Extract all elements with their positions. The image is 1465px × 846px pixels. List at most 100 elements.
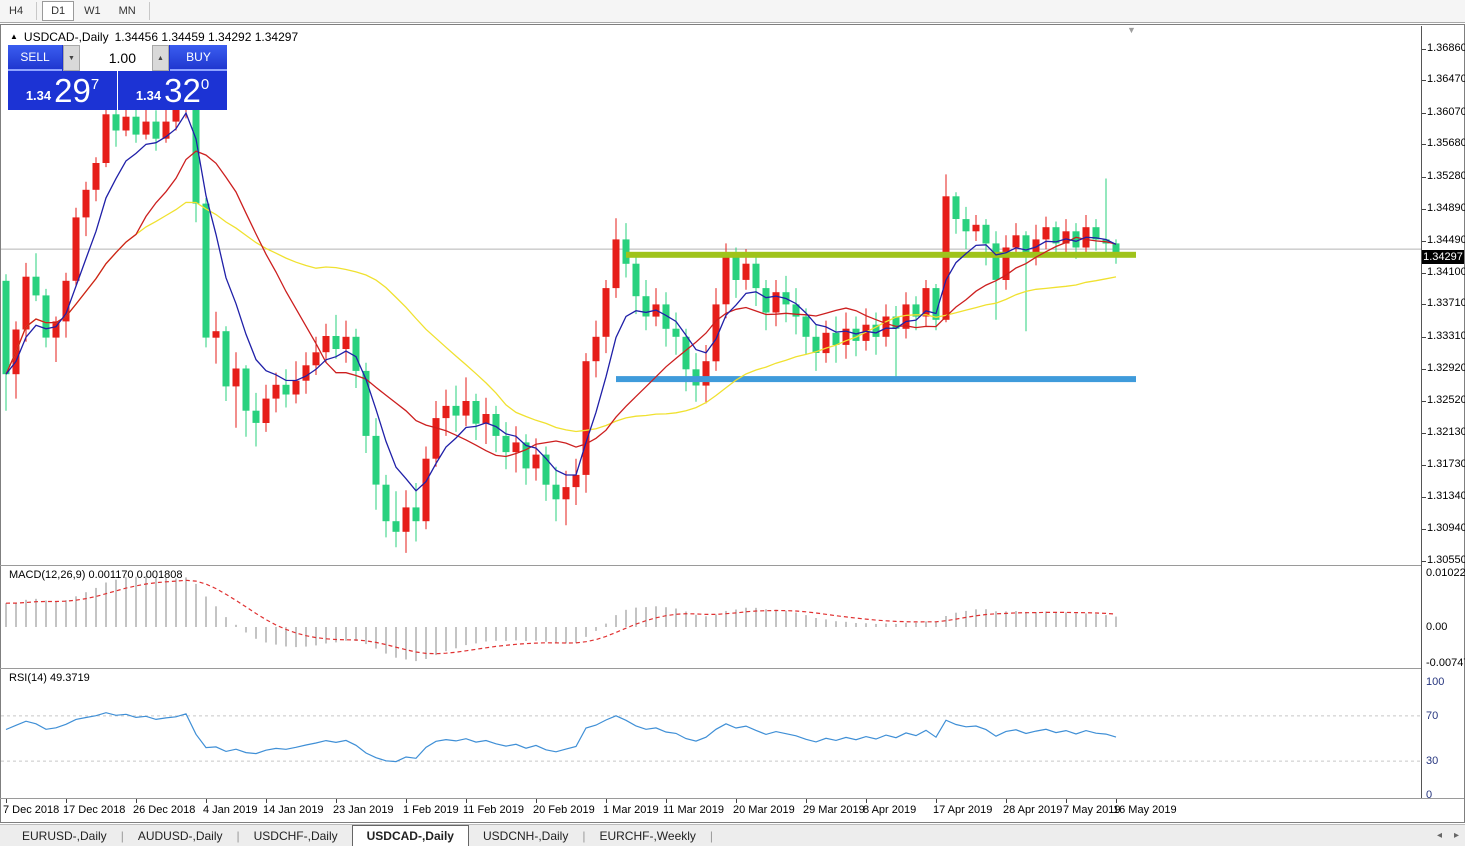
rsi-axis-label: 100: [1426, 676, 1445, 688]
date-axis-tick: [136, 799, 137, 803]
support-line[interactable]: [616, 376, 1136, 383]
tab-separator: |: [582, 829, 586, 843]
rsi-canvas[interactable]: [1, 669, 1421, 798]
price-axis-tick: [1422, 368, 1426, 370]
spin-down-icon: ▼: [68, 54, 75, 62]
rsi-line: [5, 712, 1117, 763]
date-label: 11 Feb 2019: [463, 804, 524, 816]
price-axis-label: 1.31340: [1427, 489, 1465, 502]
tab-separator: |: [120, 829, 124, 843]
chart-symbol-label: USDCAD-,Daily: [23, 30, 109, 44]
macd-name-label: MACD(12,26,9): [9, 569, 86, 581]
sell-price-base: 1.34: [25, 88, 52, 103]
tab-usdcad-daily[interactable]: USDCAD-,Daily: [351, 825, 469, 846]
macd-axis-label: -0.007477: [1426, 657, 1465, 669]
price-divider: [117, 71, 118, 110]
date-label: 17 Apr 2019: [933, 804, 993, 816]
macd-pane-separator[interactable]: [0, 565, 1464, 566]
sell-button[interactable]: SELL: [8, 45, 62, 71]
price-chart-pane[interactable]: [1, 26, 1421, 565]
date-axis-tick: [606, 799, 607, 803]
date-label: 20 Feb 2019: [533, 804, 595, 816]
buy-button[interactable]: BUY: [170, 45, 227, 71]
price-axis-label: 1.30550: [1427, 554, 1465, 566]
date-label: 16 May 2019: [1113, 804, 1177, 816]
resistance-line[interactable]: [626, 251, 1136, 258]
date-axis-tick: [1006, 799, 1007, 803]
date-axis-tick: [866, 799, 867, 803]
axis-separator-line: [1421, 26, 1422, 798]
price-axis-label: 1.36470: [1427, 73, 1465, 86]
date-label: 14 Jan 2019: [263, 804, 324, 816]
current-price-tag: 1.34297: [1422, 249, 1464, 264]
price-axis-label: 1.33310: [1427, 329, 1465, 342]
macd-axis-label: 0.010229: [1426, 567, 1465, 579]
window-top-border: [0, 24, 1465, 25]
date-axis-tick: [1116, 799, 1117, 803]
macd-canvas[interactable]: [1, 566, 1421, 668]
rsi-axis-label: 70: [1426, 709, 1439, 722]
collapse-chart-icon[interactable]: ▲: [10, 32, 18, 41]
date-axis-tick: [1066, 799, 1067, 803]
tab-audusd-daily[interactable]: AUDUSD-,Daily: [137, 829, 223, 843]
price-axis-label: 1.31730: [1427, 458, 1465, 471]
timeframe-button-d1[interactable]: D1: [42, 1, 75, 21]
price-axis-tick: [1422, 80, 1426, 82]
date-label: 23 Jan 2019: [333, 804, 394, 816]
price-axis-label: 1.30940: [1427, 522, 1465, 535]
volume-increase-button[interactable]: ▲: [152, 45, 169, 71]
macd-pane[interactable]: MACD(12,26,9) 0.001170 0.001808: [1, 566, 1421, 668]
price-axis-tick: [1422, 465, 1426, 467]
chart-ohlc-values: 1.34456 1.34459 1.34292 1.34297: [114, 30, 299, 44]
right-shift-marker-icon[interactable]: ▼: [1127, 25, 1136, 35]
volume-decrease-button[interactable]: ▼: [63, 45, 80, 71]
toolbar-separator: [148, 2, 150, 20]
rsi-pane-separator[interactable]: [0, 668, 1464, 669]
timeframe-button-h4[interactable]: H4: [9, 5, 24, 17]
price-axis-tick: [1422, 241, 1426, 242]
date-axis-separator: [0, 798, 1464, 799]
price-axis-label: 1.32520: [1427, 394, 1465, 406]
price-axis-label: 1.32130: [1427, 425, 1465, 438]
price-axis-tick: [1422, 208, 1426, 210]
tabs-scroll-left-icon[interactable]: ◂: [1436, 829, 1442, 841]
rsi-axis-label: 0: [1426, 789, 1433, 801]
tab-eurchf-weekly[interactable]: EURCHF-,Weekly: [599, 829, 696, 843]
macd-histogram: [5, 576, 1117, 662]
date-label: 4 Jan 2019: [203, 804, 258, 816]
price-axis-tick: [1422, 272, 1426, 274]
tab-eurusd-daily[interactable]: EURUSD-,Daily: [22, 829, 107, 843]
timeframe-toolbar: H4 D1 W1 MN: [0, 0, 1465, 23]
price-chart-canvas[interactable]: [1, 26, 1421, 565]
price-axis-label: 1.34490: [1427, 234, 1465, 246]
price-axis-label: 1.36070: [1427, 105, 1465, 118]
buy-price-pips: 32: [164, 72, 201, 109]
date-axis-tick: [536, 799, 537, 803]
rsi-pane[interactable]: RSI(14) 49.3719: [1, 669, 1421, 798]
timeframe-button-mn[interactable]: MN: [118, 5, 136, 17]
date-label: 26 Dec 2018: [133, 804, 196, 816]
timeframe-button-w1[interactable]: W1: [84, 5, 101, 17]
toolbar-separator: [36, 2, 38, 20]
buy-price-point: 0: [200, 76, 210, 93]
sell-price-pips: 29: [54, 72, 91, 109]
buy-price-display[interactable]: 1.34 32 0: [118, 71, 227, 110]
sell-price-display[interactable]: 1.34 29 7: [8, 71, 117, 110]
tab-usdcnh-daily[interactable]: USDCNH-,Daily: [482, 829, 569, 843]
price-axis-tick: [1422, 496, 1426, 498]
price-axis-label: 1.34100: [1427, 265, 1465, 278]
tabs-scroll-right-icon[interactable]: ▸: [1453, 829, 1459, 841]
date-axis-tick: [666, 799, 667, 803]
buy-price-base: 1.34: [135, 88, 162, 103]
one-click-trading-panel: SELL ▼ ▲ BUY 1.34 29 7 1.34 32 0: [8, 45, 227, 110]
tab-usdchf-daily[interactable]: USDCHF-,Daily: [253, 829, 338, 843]
price-axis-label: 1.33710: [1427, 297, 1465, 310]
date-axis-tick: [736, 799, 737, 803]
ma-fast-line: [5, 111, 1117, 492]
date-axis[interactable]: 7 Dec 2018 17 Dec 2018 26 Dec 2018 4 Jan 20…: [1, 799, 1464, 822]
volume-input[interactable]: [80, 45, 152, 71]
price-axis-tick: [1422, 529, 1426, 531]
window-left-border: [0, 24, 1, 823]
date-label: 20 Mar 2019: [733, 804, 795, 816]
price-axis[interactable]: 1.34297 1.36860 1.36470 1.36070 1.35680 1.35…: [1422, 26, 1465, 798]
